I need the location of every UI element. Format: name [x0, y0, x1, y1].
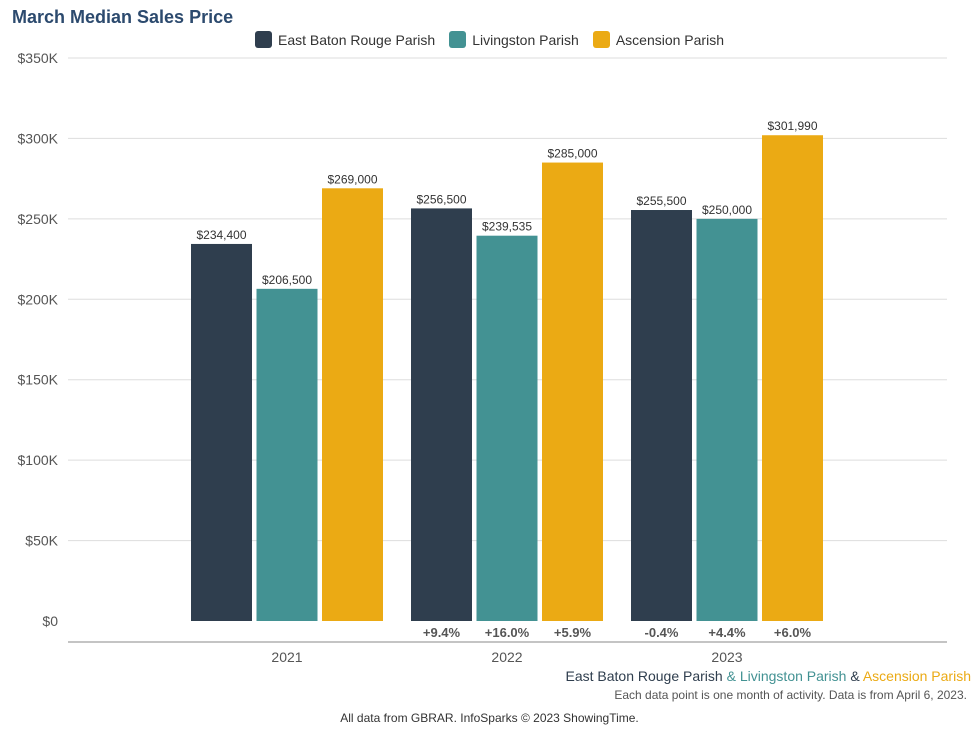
x-tick-label: 2023 — [711, 649, 742, 665]
bar-value-label: $255,500 — [636, 194, 686, 208]
bar-value-label: $301,990 — [767, 119, 817, 133]
footer-ampersand: & — [846, 668, 863, 684]
percent-change-label: +9.4% — [423, 625, 461, 640]
y-tick-label: $250K — [18, 211, 59, 227]
y-tick-label: $350K — [18, 50, 59, 66]
bar-livingston-2023 — [696, 218, 758, 621]
legend-label-livingston: Livingston Parish — [472, 31, 579, 48]
chart-legend: East Baton Rouge Parish Livingston Paris… — [0, 31, 979, 48]
bar-ascension-2023 — [762, 135, 823, 621]
bar-value-label: $234,400 — [196, 228, 246, 242]
y-tick-label: $50K — [25, 533, 58, 549]
bar-ascension-2022 — [542, 162, 603, 622]
percent-change-label: -0.4% — [645, 625, 679, 640]
bar-value-label: $206,500 — [262, 273, 312, 287]
legend-label-ascension: Ascension Parish — [615, 31, 724, 48]
x-tick-label: 2022 — [491, 649, 522, 665]
legend-item-ascension[interactable]: Ascension Parish — [592, 31, 724, 48]
y-tick-label: $0 — [42, 613, 58, 629]
legend-item-livingston[interactable]: Livingston Parish — [449, 31, 579, 48]
legend-swatch-east-baton-rouge — [254, 31, 272, 48]
legend-swatch-livingston — [449, 31, 467, 48]
bar-value-label: $250,000 — [702, 203, 752, 217]
footer-ampersand: & — [722, 668, 740, 684]
footer-series-line: East Baton Rouge Parish & Livingston Par… — [566, 668, 972, 684]
percent-change-label: +4.4% — [708, 625, 746, 640]
legend-label-east-baton-rouge: East Baton Rouge Parish — [277, 31, 436, 48]
y-tick-label: $100K — [18, 452, 59, 468]
footer-ascension: Ascension Parish — [862, 668, 971, 684]
bar-east-2023 — [631, 210, 692, 621]
y-tick-label: $200K — [18, 291, 59, 307]
footer-note: Each data point is one month of activity… — [614, 688, 967, 702]
y-tick-label: $300K — [18, 130, 59, 146]
bar-value-label: $285,000 — [547, 147, 597, 161]
legend-item-east-baton-rouge[interactable]: East Baton Rouge Parish — [254, 31, 436, 48]
bar-livingston-2022 — [476, 235, 538, 621]
bar-value-label: $256,500 — [416, 192, 466, 206]
percent-change-label: +16.0% — [485, 625, 530, 640]
bar-east-2021 — [191, 243, 252, 621]
legend-swatch-ascension — [592, 31, 610, 48]
footer-east-baton-rouge: East Baton Rouge Parish — [565, 668, 723, 684]
y-tick-label: $150K — [18, 372, 59, 388]
footer-credit: All data from GBRAR. InfoSparks © 2023 S… — [340, 711, 639, 725]
bar-ascension-2021 — [322, 188, 383, 621]
footer-livingston: Livingston Parish — [739, 668, 847, 684]
bar-east-2022 — [411, 208, 472, 621]
percent-change-label: +5.9% — [554, 625, 592, 640]
percent-change-label: +6.0% — [774, 625, 812, 640]
bar-livingston-2021 — [256, 288, 318, 621]
bar-value-label: $269,000 — [327, 172, 377, 186]
bar-value-label: $239,535 — [482, 220, 532, 234]
x-tick-label: 2021 — [271, 649, 302, 665]
chart-title: March Median Sales Price — [12, 7, 234, 27]
